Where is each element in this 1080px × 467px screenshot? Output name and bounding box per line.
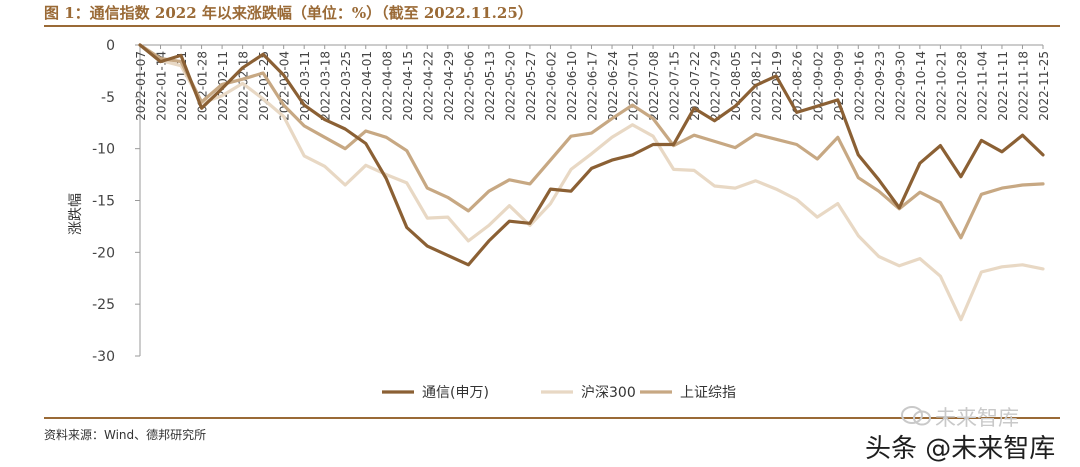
legend-label: 上证综指 [680, 385, 736, 401]
legend-label: 通信(申万) [422, 385, 489, 401]
x-tick-label: 2022-11-18 [1016, 51, 1030, 121]
line-chart: 0 -5 -10 -15 -20 -25 -30 2022-01-07 2022-01-14 2… [68, 38, 1051, 401]
x-tick-label: 2022-08-19 [770, 51, 784, 121]
x-tick-label: 2022-10-14 [914, 51, 928, 121]
x-tick-label: 2022-05-13 [483, 51, 497, 121]
x-axis: 2022-01-07 2022-01-14 2022-01-21 2022-01-28… [134, 44, 1051, 121]
x-tick-label: 2022-01-14 [155, 51, 169, 121]
x-tick-label: 2022-04-08 [380, 51, 394, 121]
x-tick-label: 2022-06-24 [606, 51, 620, 121]
x-tick-label: 2022-09-23 [873, 51, 887, 121]
x-tick-label: 2022-05-20 [503, 51, 517, 121]
x-tick-label: 2022-07-22 [688, 51, 702, 121]
x-tick-label: 2022-10-28 [955, 51, 969, 121]
source-note: 资料来源：Wind、德邦研究所 [44, 428, 207, 442]
x-tick-label: 2022-07-01 [627, 51, 641, 121]
x-tick-label: 2022-06-02 [544, 51, 558, 121]
y-tick-label: 0 [106, 38, 115, 54]
y-axis-label: 涨跌幅 [68, 193, 84, 235]
legend-label: 沪深300 [581, 385, 636, 401]
x-tick-label: 2022-01-07 [134, 51, 148, 121]
x-tick-label: 2022-04-01 [360, 51, 374, 121]
series-lines [138, 43, 1045, 322]
x-tick-label: 2022-04-15 [401, 51, 415, 121]
x-tick-label: 2022-09-02 [811, 51, 825, 121]
title-rule [44, 25, 1060, 27]
y-tick-label: -5 [101, 90, 115, 106]
y-tick-label: -15 [92, 194, 115, 210]
series-line-2 [138, 43, 1045, 322]
wechat-icon [901, 406, 931, 426]
x-tick-label: 2022-04-29 [442, 51, 456, 121]
y-tick-label: -20 [92, 245, 115, 261]
x-tick-label: 2022-01-28 [196, 51, 210, 121]
series-line-3 [138, 43, 1045, 240]
x-tick-label: 2022-07-15 [668, 51, 682, 121]
series-line-1 [138, 43, 1045, 267]
x-tick-label: 2022-05-06 [462, 51, 476, 121]
x-tick-label: 2022-05-27 [524, 51, 538, 121]
x-tick-label: 2022-11-11 [996, 51, 1010, 121]
x-tick-label: 2022-03-25 [339, 51, 353, 121]
wechat-watermark: 未来智库 [935, 406, 1019, 430]
x-tick-label: 2022-07-08 [647, 51, 661, 121]
x-tick-label: 2022-09-09 [832, 51, 846, 121]
legend: 通信(申万) 沪深300 上证综指 [382, 385, 736, 401]
x-tick-label: 2022-11-25 [1037, 51, 1051, 121]
source-rule [44, 417, 1060, 419]
x-tick-label: 2022-07-29 [709, 51, 723, 121]
figure-title: 图 1：通信指数 2022 年以来涨跌幅（单位：%）（截至 2022.11.25… [44, 4, 533, 22]
x-tick-label: 2022-10-21 [934, 51, 948, 121]
x-tick-label: 2022-11-04 [975, 51, 989, 121]
x-tick-label: 2022-06-17 [586, 51, 600, 121]
y-axis: 0 -5 -10 -15 -20 -25 -30 [92, 38, 141, 365]
y-tick-label: -10 [92, 142, 115, 158]
x-tick-label: 2022-06-10 [565, 51, 579, 121]
y-tick-label: -30 [92, 349, 115, 365]
x-tick-label: 2022-03-18 [319, 51, 333, 121]
y-tick-label: -25 [92, 297, 115, 313]
x-tick-label: 2022-09-30 [893, 51, 907, 121]
x-tick-label: 2022-09-16 [852, 51, 866, 121]
x-tick-label: 2022-08-26 [791, 51, 805, 121]
toutiao-watermark: 头条 @未来智库 [865, 434, 1056, 464]
x-tick-label: 2022-04-22 [421, 51, 435, 121]
